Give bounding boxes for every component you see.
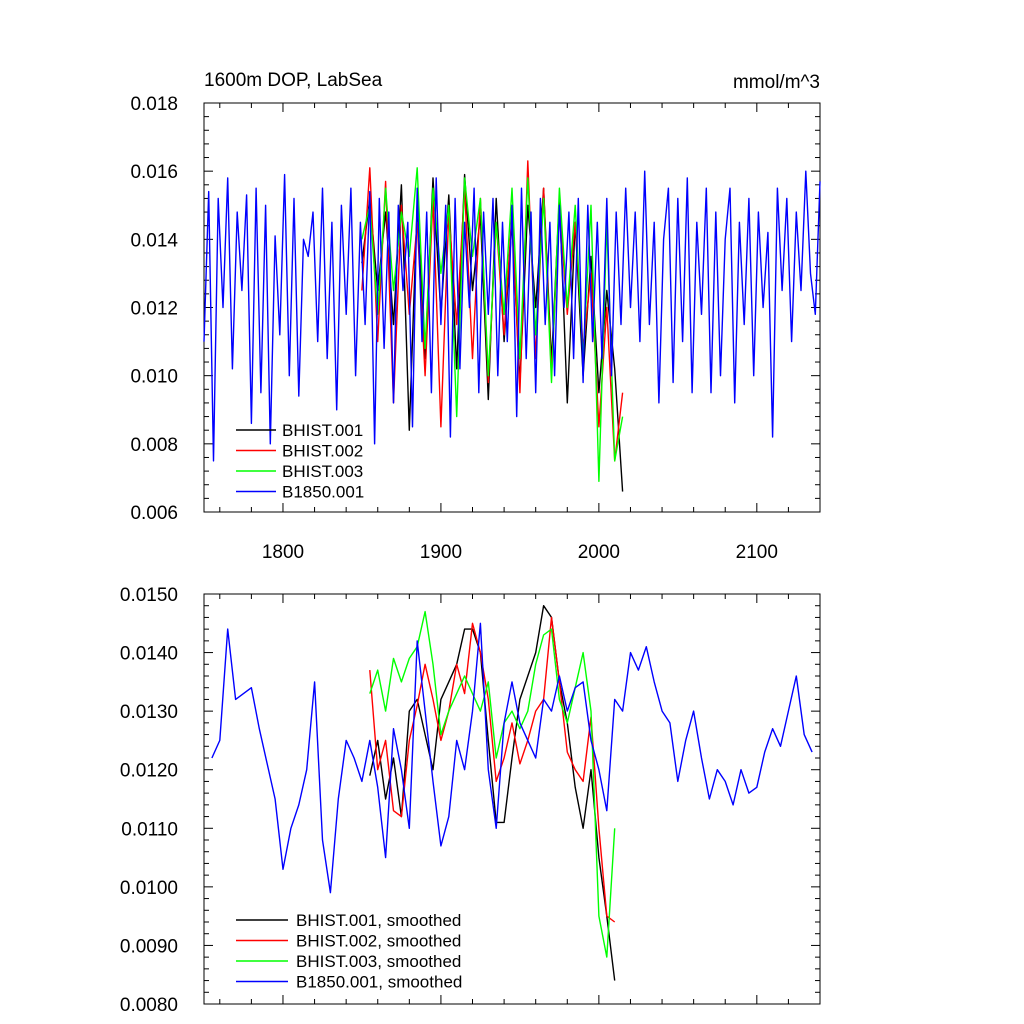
x-tick-label: 1900 [420, 542, 462, 563]
y-tick-label: 0.0120 [120, 761, 178, 782]
y-tick-label: 0.0110 [121, 819, 178, 840]
series-line-bhist-002-smoothed [369, 616, 616, 923]
y-tick-label: 0.0130 [120, 702, 178, 723]
bottom-series-group [211, 605, 813, 981]
y-tick-label: 0.010 [130, 367, 178, 388]
x-tick-label: 2100 [736, 542, 778, 563]
chart-title: 1600m DOP, LabSea [204, 70, 383, 91]
series-line-b1850-001-smoothed [211, 622, 813, 894]
y-tick-label: 0.006 [130, 503, 178, 524]
series-line-b1850-001 [203, 170, 821, 462]
y-tick-label: 0.0100 [120, 878, 178, 899]
legend-label-bhist-003-smoothed: BHIST.003, smoothed [296, 952, 461, 971]
bottom-axes: 0.0080 0.0090 0.0100 0.0110 0.0120 0.0130 0.01… [120, 585, 821, 1016]
x-tick-label: 2000 [578, 542, 620, 563]
top-panel: 1600m DOP, LabSea mmol/m^3 0.0060.0080.0… [130, 70, 821, 563]
y-tick-label: 0.008 [130, 435, 178, 456]
y-tick-label: 0.0150 [120, 585, 178, 606]
legend-label-bhist-002-smoothed: BHIST.002, smoothed [296, 932, 461, 951]
y-tick-label: 0.0090 [120, 936, 178, 957]
top-series-group [203, 160, 821, 492]
units-label: mmol/m^3 [733, 72, 820, 93]
plot-frame [203, 593, 821, 1005]
legend-label-b1850-001: B1850.001 [282, 483, 364, 502]
y-tick-label: 0.018 [130, 94, 178, 115]
bottom-panel: 0.0080 0.0090 0.0100 0.0110 0.0120 0.0130 0.01… [120, 585, 821, 1016]
y-tick-label: 0.0140 [120, 644, 178, 665]
bottom-legend: BHIST.001, smoothed BHIST.002, smoothedBH… [236, 911, 462, 992]
legend-label-b1850-001-smoothed: B1850.001, smoothed [296, 973, 462, 992]
y-tick-label: 0.0080 [120, 995, 178, 1016]
y-tick-label: 0.014 [130, 230, 178, 251]
series-line-bhist-001-smoothed [369, 605, 616, 981]
x-tick-label: 1800 [262, 542, 304, 563]
y-tick-label: 0.012 [130, 299, 178, 320]
series-line-bhist-003 [361, 167, 624, 482]
y-tick-label: 0.016 [130, 162, 178, 183]
top-axes: 0.006 0.008 0.010 0.012 0.014 0.016 0.018 1800 1… [130, 94, 821, 563]
legend-label-bhist-003: BHIST.003 [282, 462, 363, 481]
legend-label-bhist-002: BHIST.002 [282, 442, 363, 461]
legend-label-bhist-001: BHIST.001 [282, 421, 363, 440]
legend-label-bhist-001-smoothed: BHIST.001, smoothed [296, 911, 461, 930]
